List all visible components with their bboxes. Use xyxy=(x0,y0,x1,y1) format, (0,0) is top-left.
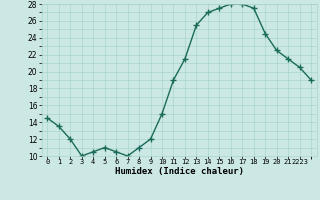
X-axis label: Humidex (Indice chaleur): Humidex (Indice chaleur) xyxy=(115,167,244,176)
